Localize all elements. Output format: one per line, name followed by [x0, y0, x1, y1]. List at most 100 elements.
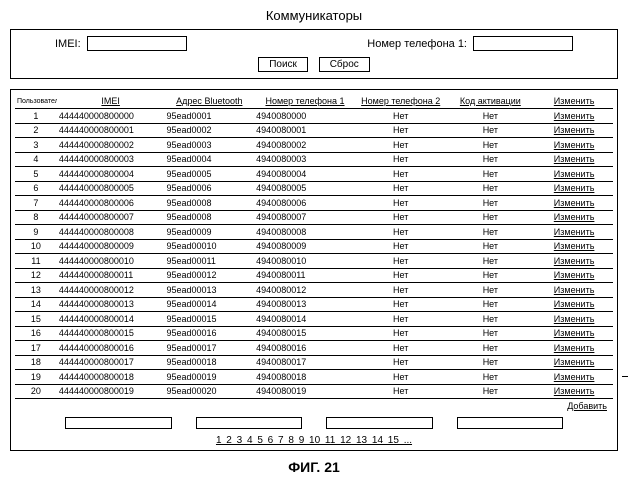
edit-link[interactable]: Изменить — [535, 341, 613, 356]
table-cell: 444440000800001 — [57, 123, 165, 138]
table-cell: 444440000800006 — [57, 196, 165, 211]
table-row: 144444000080000095ead00014940080000НетНе… — [15, 109, 613, 124]
table-cell: Нет — [356, 123, 446, 138]
table-cell: 14 — [15, 297, 57, 312]
table-cell: Нет — [356, 109, 446, 124]
edit-link[interactable]: Изменить — [535, 239, 613, 254]
phone1-label: Номер телефона 1: — [367, 38, 467, 50]
table-cell: 7 — [15, 196, 57, 211]
table-cell: Нет — [356, 254, 446, 269]
table-row: 1744444000080001695ead000174940080016Нет… — [15, 341, 613, 356]
edit-link[interactable]: Изменить — [535, 312, 613, 327]
edit-link[interactable]: Изменить — [535, 283, 613, 298]
table-row: 1344444000080001295ead000134940080012Нет… — [15, 283, 613, 298]
table-cell: 95ead00019 — [164, 370, 254, 385]
table-cell: 13 — [15, 283, 57, 298]
table-cell: 95ead0005 — [164, 167, 254, 182]
table-cell: 10 — [15, 239, 57, 254]
table-cell: Нет — [446, 326, 536, 341]
edit-link[interactable]: Изменить — [535, 109, 613, 124]
table-cell: Нет — [446, 355, 536, 370]
table-cell: 95ead00012 — [164, 268, 254, 283]
table-cell: 1 — [15, 109, 57, 124]
col-phone1[interactable]: Номер телефона 1 — [254, 94, 356, 109]
table-row: 244444000080000195ead00024940080001НетНе… — [15, 123, 613, 138]
table-cell: 95ead00014 — [164, 297, 254, 312]
table-cell: 95ead0008 — [164, 196, 254, 211]
table-cell: 4940080001 — [254, 123, 356, 138]
table-row: 544444000080000495ead00054940080004НетНе… — [15, 167, 613, 182]
table-cell: 444440000800011 — [57, 268, 165, 283]
table-cell: 95ead00011 — [164, 254, 254, 269]
table-cell: 95ead00015 — [164, 312, 254, 327]
data-table: Пользовательский ключ IMEI Адрес Bluetoo… — [15, 94, 613, 399]
table-cell: Нет — [446, 181, 536, 196]
edit-link[interactable]: Изменить — [535, 152, 613, 167]
edit-link[interactable]: Изменить — [535, 254, 613, 269]
edit-link[interactable]: Изменить — [535, 384, 613, 399]
table-cell: 95ead0006 — [164, 181, 254, 196]
search-button[interactable]: Поиск — [258, 57, 308, 72]
table-cell: 4940080002 — [254, 138, 356, 153]
table-header-row: Пользовательский ключ IMEI Адрес Bluetoo… — [15, 94, 613, 109]
edit-link[interactable]: Изменить — [535, 123, 613, 138]
footer-box-3[interactable] — [326, 417, 433, 429]
table-cell: 444440000800017 — [57, 355, 165, 370]
table-cell: 4940080007 — [254, 210, 356, 225]
table-cell: 444440000800010 — [57, 254, 165, 269]
edit-link[interactable]: Изменить — [535, 196, 613, 211]
footer-box-4[interactable] — [457, 417, 564, 429]
table-cell: 444440000800007 — [57, 210, 165, 225]
edit-link[interactable]: Изменить — [535, 297, 613, 312]
col-bluetooth[interactable]: Адрес Bluetooth — [164, 94, 254, 109]
col-edit[interactable]: Изменить — [535, 94, 613, 109]
table-cell: Нет — [446, 341, 536, 356]
table-cell: 444440000800005 — [57, 181, 165, 196]
col-userkey[interactable]: Пользовательский ключ — [15, 94, 57, 109]
figure-caption: ФИГ. 21 — [6, 459, 622, 475]
col-imei[interactable]: IMEI — [57, 94, 165, 109]
table-cell: Нет — [356, 210, 446, 225]
table-cell: 444440000800003 — [57, 152, 165, 167]
table-row: 944444000080000895ead00094940080008НетНе… — [15, 225, 613, 240]
table-cell: Нет — [446, 138, 536, 153]
edit-link[interactable]: Изменить — [535, 370, 613, 385]
table-cell: 4940080015 — [254, 326, 356, 341]
edit-link[interactable]: Изменить — [535, 225, 613, 240]
edit-link[interactable]: Изменить — [535, 167, 613, 182]
footer-box-2[interactable] — [196, 417, 303, 429]
footer-box-1[interactable] — [65, 417, 172, 429]
callout-line — [622, 376, 628, 377]
edit-link[interactable]: Изменить — [535, 181, 613, 196]
col-phone2[interactable]: Номер телефона 2 — [356, 94, 446, 109]
table-cell: 444440000800019 — [57, 384, 165, 399]
table-cell: Нет — [356, 297, 446, 312]
table-cell: 6 — [15, 181, 57, 196]
table-cell: Нет — [446, 254, 536, 269]
table-cell: Нет — [356, 239, 446, 254]
edit-link[interactable]: Изменить — [535, 268, 613, 283]
edit-link[interactable]: Изменить — [535, 355, 613, 370]
pager[interactable]: 1 2 3 4 5 6 7 8 9 10 11 12 13 14 15 ... — [15, 435, 613, 446]
phone1-input[interactable] — [473, 36, 573, 51]
table-row: 744444000080000695ead00084940080006НетНе… — [15, 196, 613, 211]
reset-button[interactable]: Сброс — [319, 57, 370, 72]
table-cell: Нет — [356, 341, 446, 356]
table-cell: 95ead00020 — [164, 384, 254, 399]
imei-input[interactable] — [87, 36, 187, 51]
table-cell: 4940080017 — [254, 355, 356, 370]
search-panel: IMEI: Номер телефона 1: Поиск Сброс — [10, 29, 618, 79]
edit-link[interactable]: Изменить — [535, 210, 613, 225]
edit-link[interactable]: Изменить — [535, 138, 613, 153]
col-activation[interactable]: Код активации — [446, 94, 536, 109]
table-cell: Нет — [356, 138, 446, 153]
table-cell: Нет — [356, 181, 446, 196]
table-cell: Нет — [446, 109, 536, 124]
table-cell: Нет — [356, 268, 446, 283]
table-cell: 444440000800015 — [57, 326, 165, 341]
edit-link[interactable]: Изменить — [535, 326, 613, 341]
table-cell: 5 — [15, 167, 57, 182]
table-cell: Нет — [446, 167, 536, 182]
table-row: 844444000080000795ead00084940080007НетНе… — [15, 210, 613, 225]
add-link[interactable]: Добавить — [15, 401, 607, 411]
